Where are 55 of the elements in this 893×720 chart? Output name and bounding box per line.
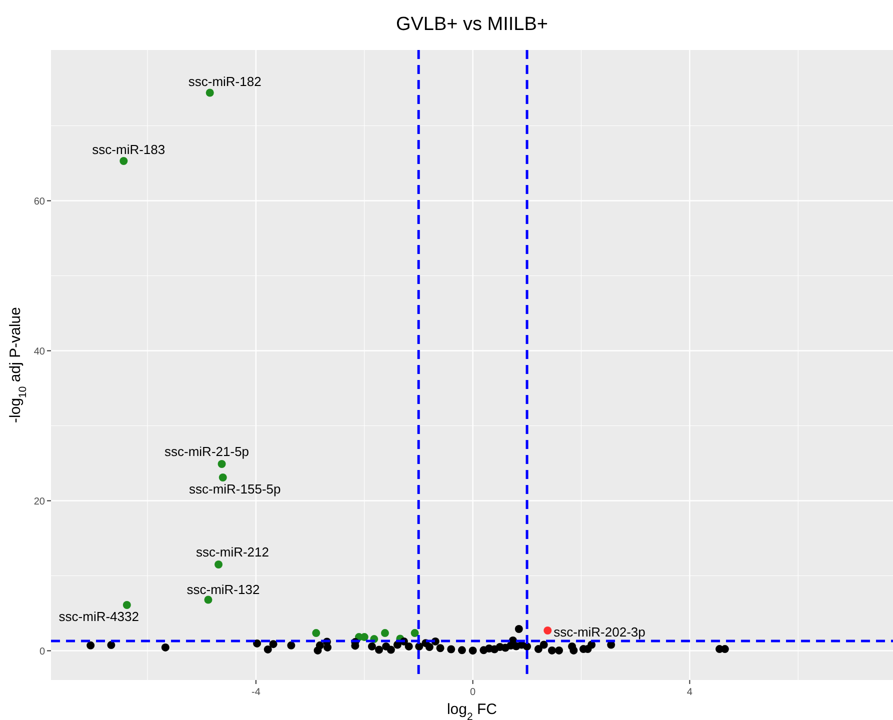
point <box>368 642 376 650</box>
point <box>436 644 444 652</box>
point <box>496 643 504 651</box>
point <box>458 646 466 654</box>
point <box>514 625 523 633</box>
annotation: ssc-miR-4332 <box>58 609 139 624</box>
point <box>380 629 389 638</box>
point <box>534 645 542 654</box>
point <box>570 646 578 654</box>
annotation: ssc-miR-183 <box>92 142 166 157</box>
point <box>264 645 272 654</box>
annotation: ssc-miR-212 <box>196 544 270 560</box>
point <box>447 645 456 654</box>
point <box>204 596 212 604</box>
y-tick-label: 40 <box>34 346 46 358</box>
point <box>86 641 95 650</box>
point <box>312 629 320 638</box>
y-tick-label: 0 <box>39 646 46 658</box>
point <box>253 639 262 648</box>
point <box>161 643 170 652</box>
point <box>107 641 116 650</box>
point <box>588 640 596 649</box>
point <box>218 474 227 482</box>
x-axis-title: log$_{2}$ FC <box>446 701 498 720</box>
point <box>386 646 395 654</box>
x-tick-label: 0 <box>470 687 476 698</box>
chart-title: GVLB+ vs MIILB+ <box>396 14 548 35</box>
point <box>544 626 552 634</box>
point <box>410 629 419 638</box>
point <box>404 642 413 650</box>
point <box>316 641 324 650</box>
point <box>287 641 296 650</box>
x-tick-label: -4 <box>251 687 261 698</box>
y-tick-label: 60 <box>34 196 46 208</box>
point <box>269 640 278 648</box>
point <box>468 646 477 655</box>
annotation: ssc-miR-21-5p <box>164 444 250 459</box>
y-tick-label: 20 <box>34 496 46 508</box>
point <box>206 88 214 97</box>
x-tick-label: 4 <box>686 687 693 698</box>
point <box>122 601 131 609</box>
point <box>548 646 556 654</box>
point <box>555 646 564 654</box>
point <box>214 560 223 568</box>
point <box>425 643 434 651</box>
annotation: ssc-miR-182 <box>188 74 262 89</box>
annotation: ssc-miR-202-3p <box>554 624 646 640</box>
annotation: ssc-miR-155-5p <box>188 482 281 496</box>
point <box>375 646 384 654</box>
point <box>120 157 128 165</box>
point <box>324 643 332 652</box>
annotation: ssc-miR-132 <box>186 582 260 597</box>
point <box>218 460 226 468</box>
point <box>485 644 494 652</box>
point <box>540 640 548 649</box>
